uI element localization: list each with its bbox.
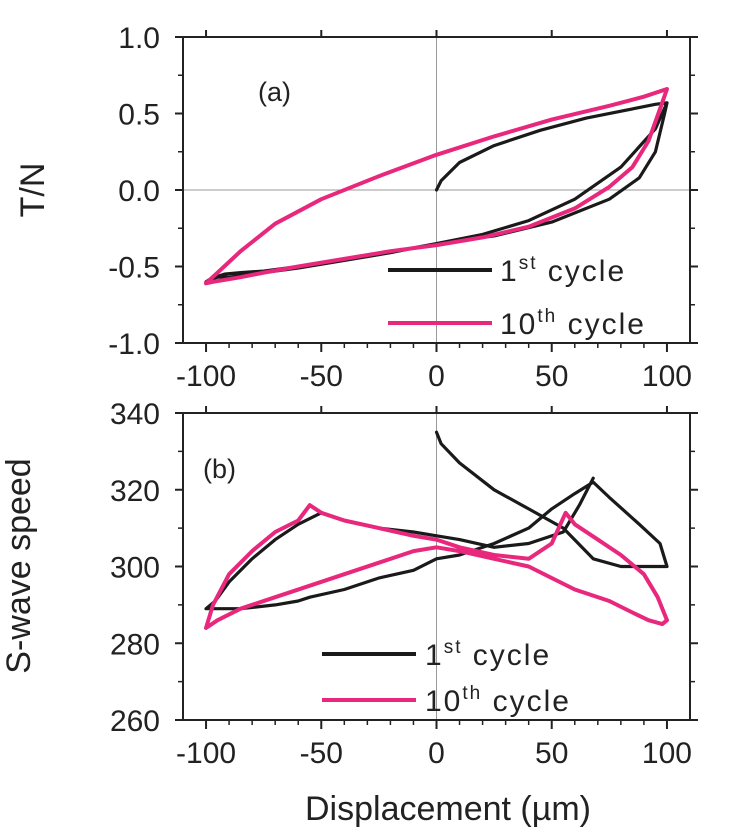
legend-label: 10th cycle <box>425 683 571 718</box>
x-tick-label: 0 <box>428 360 445 393</box>
y-tick-label: 300 <box>110 552 160 585</box>
y-tick-label: 0.0 <box>118 175 160 208</box>
panel-label: (b) <box>203 454 236 484</box>
legend-label: 10th cycle <box>500 306 646 341</box>
y-axis-label: S-wave speed <box>0 458 38 673</box>
y-tick-label: 1.0 <box>118 22 160 55</box>
series-line-tenth-cycle <box>204 87 669 286</box>
y-tick-label: -0.5 <box>108 252 160 285</box>
y-tick-label: 320 <box>110 475 160 508</box>
x-tick-label: 50 <box>535 360 568 393</box>
x-tick-label: -100 <box>176 360 236 393</box>
series-line-tenth-cycle <box>204 503 669 630</box>
x-tick-label: -50 <box>300 737 343 770</box>
x-tick-label: -50 <box>300 360 343 393</box>
y-tick-label: 280 <box>110 628 160 661</box>
y-tick-label: 260 <box>110 705 160 738</box>
y-axis-label: T/N <box>14 163 52 218</box>
legend-label: 1st cycle <box>500 253 626 288</box>
y-tick-label: 0.5 <box>118 99 160 132</box>
panel-a: -100 -50 0 50 100 -1.0 -0.5 0.0 0.5 1.0 T/N (a) 1st … <box>14 22 698 393</box>
x-tick-label: -100 <box>176 737 236 770</box>
legend-label: 1st cycle <box>425 637 551 672</box>
x-tick-label: 100 <box>642 360 692 393</box>
x-tick-label: 100 <box>642 737 692 770</box>
panel-label: (a) <box>258 77 291 107</box>
x-tick-label: 50 <box>535 737 568 770</box>
x-tick-label: 0 <box>428 737 445 770</box>
panel-b: -100 -50 0 50 100 260 280 300 320 340 S-wave speed… <box>0 398 698 770</box>
x-axis-label: Displacement (µm) <box>305 790 591 828</box>
y-tick-label: 340 <box>110 398 160 431</box>
y-tick-label: -1.0 <box>108 328 160 361</box>
